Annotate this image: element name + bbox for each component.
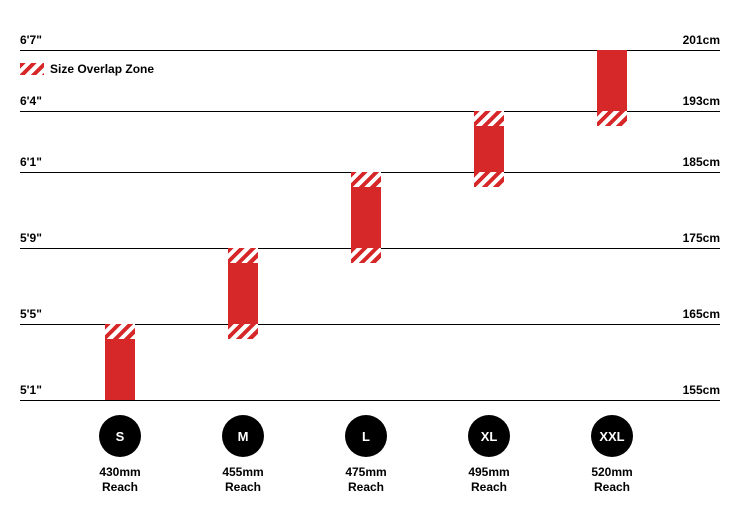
legend: Size Overlap Zone	[20, 62, 154, 76]
overlap-zone	[474, 172, 504, 187]
overlap-zone	[105, 324, 135, 339]
size-badge-label: S	[116, 429, 125, 444]
size-bar	[351, 187, 381, 248]
size-badge-label: L	[362, 429, 370, 444]
y-right-label: 175cm	[683, 231, 720, 245]
gridline	[20, 400, 720, 401]
y-left-label: 6'4"	[20, 94, 42, 108]
overlap-zone	[351, 172, 381, 187]
reach-label: 455mmReach	[203, 465, 283, 495]
legend-swatch	[20, 63, 44, 75]
y-right-label: 155cm	[683, 383, 720, 397]
reach-value: 495mm	[449, 465, 529, 480]
reach-word: Reach	[572, 480, 652, 495]
reach-value: 520mm	[572, 465, 652, 480]
size-badge: L	[345, 415, 387, 457]
y-left-label: 5'9"	[20, 231, 42, 245]
reach-value: 475mm	[326, 465, 406, 480]
reach-word: Reach	[203, 480, 283, 495]
size-bar	[474, 126, 504, 172]
size-badge-label: M	[238, 429, 249, 444]
y-right-label: 193cm	[683, 94, 720, 108]
size-bar	[597, 50, 627, 111]
size-bar	[228, 263, 258, 324]
reach-word: Reach	[326, 480, 406, 495]
y-left-label: 5'1"	[20, 383, 42, 397]
reach-value: 430mm	[80, 465, 160, 480]
size-badge: XL	[468, 415, 510, 457]
y-right-label: 165cm	[683, 307, 720, 321]
overlap-zone	[351, 248, 381, 263]
size-badge: XXL	[591, 415, 633, 457]
size-badge-label: XXL	[599, 429, 624, 444]
overlap-zone	[474, 111, 504, 126]
reach-word: Reach	[449, 480, 529, 495]
size-bar	[105, 339, 135, 400]
size-chart: 6'7" 201cm 6'4" 193cm 6'1" 185cm 5'9" 175cm 5'5"…	[0, 0, 740, 519]
y-right-label: 185cm	[683, 155, 720, 169]
size-badge: S	[99, 415, 141, 457]
overlap-zone	[228, 324, 258, 339]
reach-word: Reach	[80, 480, 160, 495]
size-badge: M	[222, 415, 264, 457]
size-badge-label: XL	[481, 429, 498, 444]
y-left-label: 5'5"	[20, 307, 42, 321]
overlap-zone	[597, 111, 627, 126]
reach-value: 455mm	[203, 465, 283, 480]
y-left-label: 6'1"	[20, 155, 42, 169]
overlap-zone	[228, 248, 258, 263]
y-left-label: 6'7"	[20, 33, 42, 47]
legend-label: Size Overlap Zone	[50, 62, 154, 76]
reach-label: 520mmReach	[572, 465, 652, 495]
reach-label: 495mmReach	[449, 465, 529, 495]
reach-label: 430mmReach	[80, 465, 160, 495]
reach-label: 475mmReach	[326, 465, 406, 495]
y-right-label: 201cm	[683, 33, 720, 47]
